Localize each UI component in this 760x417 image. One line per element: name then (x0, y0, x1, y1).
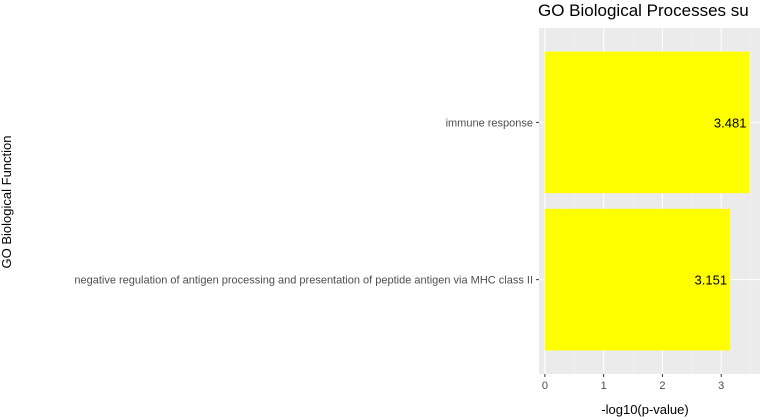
x-axis: 0 1 2 3 (542, 374, 724, 392)
bars-group: 3.481 3.151 (544, 51, 750, 351)
bar (544, 208, 731, 351)
x-tick-label: 2 (659, 380, 665, 392)
x-tick-label: 3 (718, 380, 724, 392)
bar-value-label: 3.151 (695, 273, 728, 288)
x-axis-title: -log10(p-value) (601, 402, 688, 417)
bar-value-label: 3.481 (714, 115, 747, 130)
x-tick-label: 0 (542, 380, 548, 392)
y-axis: immune response negative regulation of an… (74, 117, 539, 287)
x-tick-label: 1 (601, 380, 607, 392)
bar (544, 51, 750, 194)
y-axis-title: GO Biological Function (0, 136, 14, 269)
y-tick-label: negative regulation of antigen processin… (74, 275, 533, 287)
chart-title: GO Biological Processes su (538, 1, 749, 20)
y-tick-label: immune response (446, 117, 533, 129)
